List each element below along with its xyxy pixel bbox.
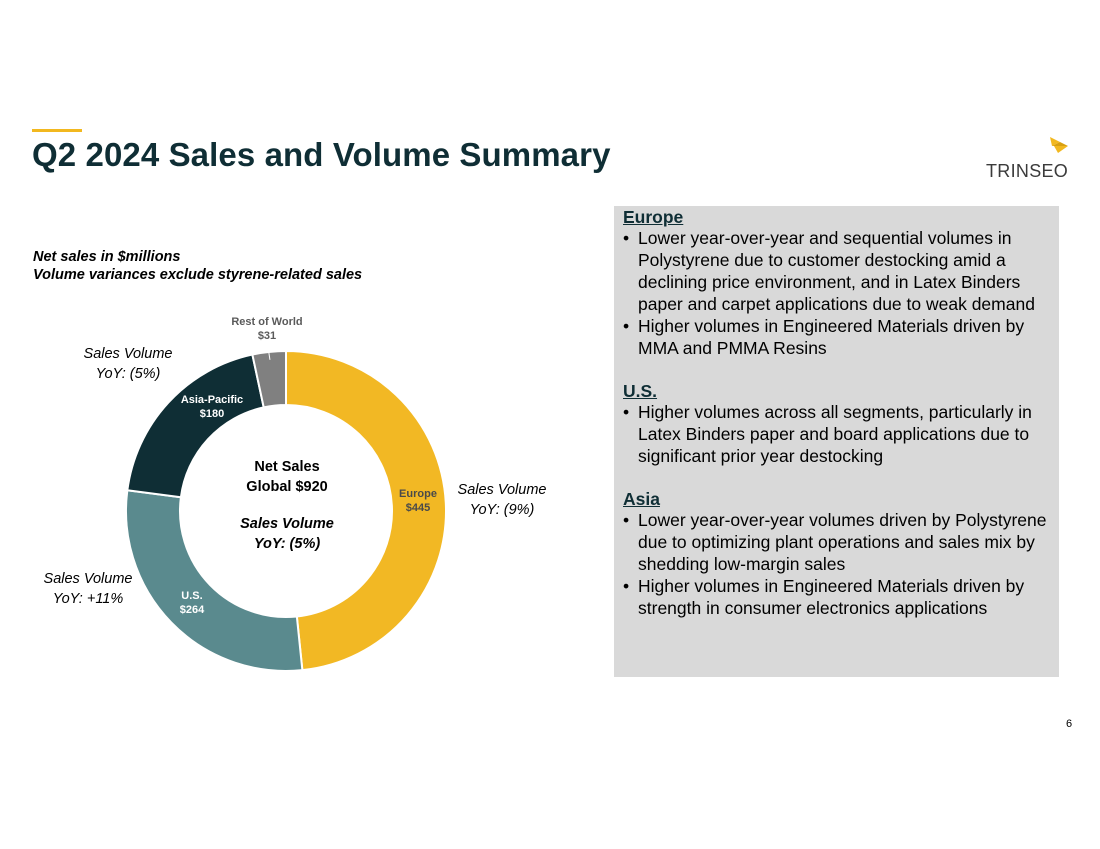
slice-label-value: $445: [406, 502, 430, 514]
volume-note-line: YoY: (9%): [470, 502, 535, 518]
volume-note-line: YoY: (5%): [96, 366, 161, 382]
donut-slice-europe: [285, 349, 447, 672]
bullet-item: Higher volumes in Engineered Materials d…: [623, 315, 1059, 359]
volume-note-line: YoY: +11%: [53, 591, 124, 607]
bullet-list: Higher volumes across all segments, part…: [623, 401, 1059, 467]
slice-label-value: $264: [180, 604, 205, 616]
page-title: Q2 2024 Sales and Volume Summary: [32, 136, 611, 173]
bullet-list: Lower year-over-year and sequential volu…: [623, 227, 1059, 359]
leader-line-rest-of-world: [267, 346, 271, 360]
region-us: U.S. Higher volumes across all segments,…: [623, 381, 1059, 467]
slice-label-value: $180: [200, 408, 224, 420]
slice-label-name: U.S.: [181, 590, 202, 602]
donut-slice-asia-pacific: [126, 353, 265, 499]
trinseo-logo-mark-icon: [1050, 137, 1068, 153]
logo-text: TRINSEO: [986, 161, 1069, 181]
chart-subtitle: Net sales in $millions Volume variances …: [33, 248, 362, 284]
center-label-line: Net Sales: [254, 459, 319, 475]
donut-slice-rest-of-world: [251, 349, 287, 409]
slice-label-name: Rest of World: [231, 316, 302, 328]
page-number: 6: [1066, 718, 1073, 730]
regional-commentary-panel: Europe Lower year-over-year and sequenti…: [614, 206, 1059, 677]
region-title: U.S.: [623, 381, 658, 401]
center-volume-line: YoY: (5%): [254, 536, 321, 552]
volume-note-line: Sales Volume: [458, 482, 547, 498]
donut-slice-u-s: [125, 489, 304, 672]
bullet-item: Lower year-over-year volumes driven by P…: [623, 509, 1059, 575]
region-title: Europe: [623, 207, 684, 227]
bullet-item: Higher volumes across all segments, part…: [623, 401, 1059, 467]
bullet-item: Higher volumes in Engineered Materials d…: [623, 575, 1059, 619]
slice-label-value: $31: [258, 330, 276, 342]
volume-note-line: Sales Volume: [84, 346, 173, 362]
bullet-list: Lower year-over-year volumes driven by P…: [623, 509, 1059, 619]
trinseo-logo: TRINSEO: [980, 136, 1080, 184]
volume-note-line: Sales Volume: [44, 571, 133, 587]
subtitle-line-note: Volume variances exclude styrene-related…: [33, 267, 363, 283]
subtitle-line-units: Net sales in $millions: [33, 249, 181, 265]
slice-label-name: Europe: [399, 488, 437, 500]
region-europe: Europe Lower year-over-year and sequenti…: [623, 207, 1059, 359]
center-volume-line: Sales Volume: [240, 516, 334, 532]
bullet-item: Lower year-over-year and sequential volu…: [623, 227, 1059, 315]
region-asia: Asia Lower year-over-year volumes driven…: [623, 489, 1059, 619]
title-accent-bar: [32, 129, 82, 132]
slice-label-name: Asia-Pacific: [181, 394, 243, 406]
region-title: Asia: [623, 489, 660, 509]
center-label-line: Global $920: [246, 479, 327, 495]
